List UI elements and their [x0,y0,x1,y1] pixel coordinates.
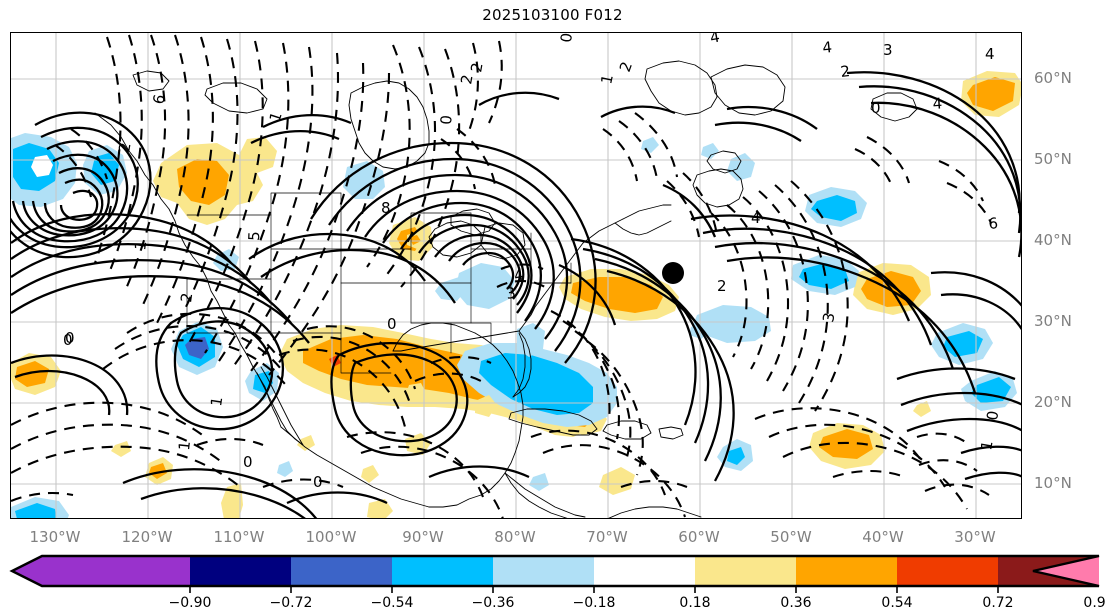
svg-text:3: 3 [819,311,838,324]
cb-label-9: 0.90 [1083,595,1105,611]
lat-tick-20n: 20°N [1034,393,1072,411]
lat-tick-50n: 50°N [1034,150,1072,168]
cb-seg-7 [796,556,897,586]
colorbar-segments [12,556,1099,586]
cb-label-8: 0.72 [982,595,1014,611]
solid-contours [11,71,1021,518]
svg-text:0: 0 [983,410,1002,422]
contour-labels: 6 2 1 2 2 1 4 4 3 4 4 0 2 6 4 0 5 [63,33,1002,491]
svg-text:2: 2 [717,277,727,295]
svg-text:4: 4 [513,266,526,285]
cb-seg-3 [392,556,493,586]
lon-tick-30w: 30°W [954,528,996,546]
svg-text:2: 2 [177,292,196,304]
cb-label-5: 0.18 [679,595,711,611]
svg-text:4: 4 [932,94,943,113]
lat-tick-10n: 10°N [1034,474,1072,492]
cb-extend-min [12,556,42,586]
svg-text:2: 2 [115,141,134,154]
lon-tick-130w: 130°W [29,528,81,546]
lon-tick-110w: 110°W [213,528,265,546]
svg-text:0: 0 [871,99,881,117]
lon-tick-80w: 80°W [494,528,536,546]
cb-seg-5 [594,556,695,586]
svg-text:6: 6 [149,93,169,106]
svg-text:0: 0 [65,329,75,347]
svg-text:1: 1 [597,73,617,86]
lon-tick-120w: 120°W [121,528,173,546]
svg-text:4: 4 [709,33,722,47]
svg-text:1: 1 [175,440,194,451]
cb-label-1: −0.72 [269,595,313,611]
svg-text:8: 8 [381,199,391,217]
svg-text:1: 1 [207,396,226,408]
cb-label-6: 0.36 [780,595,812,611]
svg-text:1: 1 [977,439,996,452]
lat-tick-40n: 40°N [1034,231,1072,249]
lon-tick-50w: 50°W [770,528,812,546]
lon-tick-100w: 100°W [305,528,357,546]
svg-text:0: 0 [557,33,576,43]
page-title: 2025103100 F012 [482,6,623,24]
lon-tick-90w: 90°W [402,528,444,546]
svg-text:0: 0 [387,315,397,333]
cb-seg-1 [190,556,291,586]
storm-center-marker [662,262,684,284]
cb-seg-4 [493,556,594,586]
lon-tick-60w: 60°W [678,528,720,546]
cb-extend-max [1033,556,1099,586]
svg-text:2: 2 [840,62,851,81]
svg-text:2: 2 [467,61,486,74]
svg-text:4: 4 [822,38,833,57]
cb-seg-0 [42,556,190,586]
svg-text:3: 3 [883,41,893,59]
colorbar-outline [9,554,1100,588]
cb-seg-8 [897,556,998,586]
svg-text:0: 0 [313,473,323,491]
svg-text:0: 0 [243,453,253,471]
cb-label-0: −0.90 [168,595,212,611]
cb-label-4: −0.18 [572,595,616,611]
svg-text:3: 3 [505,284,518,303]
cb-label-2: −0.54 [370,595,414,611]
svg-text:4: 4 [751,209,761,227]
svg-text:5: 5 [245,231,263,241]
cb-label-3: −0.36 [471,595,515,611]
svg-text:0: 0 [63,331,73,349]
lon-tick-70w: 70°W [586,528,628,546]
cb-seg-2 [291,556,392,586]
map-plot-area[interactable]: 6 2 1 2 2 1 4 4 3 4 4 0 2 6 4 0 5 [10,32,1022,519]
svg-text:1: 1 [131,240,150,252]
svg-text:2: 2 [457,73,476,86]
colorbar[interactable]: −0.90 −0.72 −0.54 −0.36 −0.18 0.18 0.36 … [0,552,1105,615]
svg-text:4: 4 [985,45,995,63]
map-contour-plot: 6 2 1 2 2 1 4 4 3 4 4 0 2 6 4 0 5 [11,33,1021,518]
colorbar-swatches [9,554,1100,593]
svg-text:0: 0 [437,114,456,125]
lat-tick-60n: 60°N [1034,69,1072,87]
lon-tick-40w: 40°W [862,528,904,546]
svg-text:6: 6 [988,214,999,233]
cb-label-7: 0.54 [881,595,913,611]
colorbar-ticks [189,586,999,593]
lat-tick-30n: 30°N [1034,312,1072,330]
cb-seg-6 [695,556,796,586]
